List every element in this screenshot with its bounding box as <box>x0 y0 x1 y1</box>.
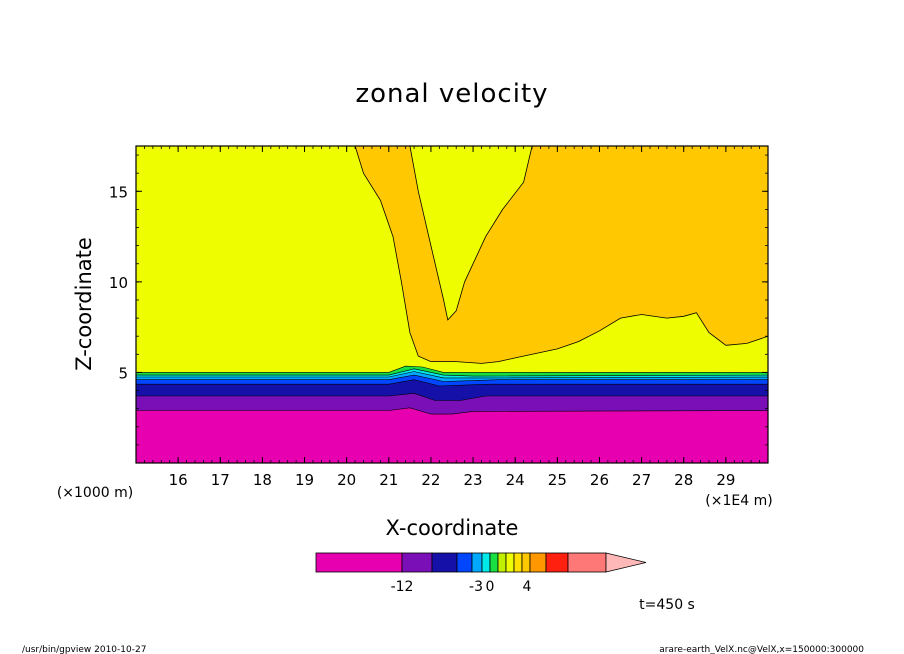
y-tick-label: 5 <box>118 364 128 382</box>
colorbar-tick-label: 4 <box>523 579 532 595</box>
colorbar-segment <box>545 552 569 573</box>
colorbar-segment <box>505 552 515 573</box>
x-tick-label: 23 <box>464 471 483 489</box>
colorbar-segment <box>315 552 403 573</box>
colorbar-segment <box>401 552 433 573</box>
y-axis-label: Z-coordinate <box>72 237 96 371</box>
contour-band-very-negative <box>136 407 768 463</box>
x-tick-label: 24 <box>506 471 525 489</box>
x-tick-label: 21 <box>379 471 398 489</box>
colorbar-arrow <box>605 552 647 573</box>
colorbar-tick-label: -12 <box>391 579 414 595</box>
contour-region-upper-plume <box>354 146 768 364</box>
time-label: t=450 s <box>639 597 695 613</box>
plot-area: 16 17 18 19 20 21 22 23 24 25 26 27 28 29 5 10 15 <box>109 145 769 489</box>
colorbar-segment <box>489 552 499 573</box>
colorbar-segment <box>481 552 491 573</box>
colorbar-segment <box>513 552 523 573</box>
chart-title: zonal velocity <box>355 79 548 109</box>
colorbar-segment <box>497 552 507 573</box>
x-tick-label: 28 <box>674 471 693 489</box>
x-axis-label: X-coordinate <box>386 516 519 540</box>
colorbar-segment <box>529 552 547 573</box>
colorbar-segment <box>567 552 607 573</box>
footer-left: /usr/bin/gpview 2010-10-27 <box>22 645 146 654</box>
x-tick-label: 27 <box>632 471 651 489</box>
y-tick-label: 10 <box>109 274 128 292</box>
y-tick-label: 15 <box>109 183 128 201</box>
y-axis-unit: (×1000 m) <box>57 485 133 501</box>
x-tick-label: 19 <box>295 471 314 489</box>
x-tick-label: 20 <box>337 471 356 489</box>
x-tick-label: 18 <box>253 471 272 489</box>
x-tick-label: 25 <box>548 471 567 489</box>
colorbar-segment <box>431 552 458 573</box>
colorbar-tick-label: 0 <box>486 579 495 595</box>
colorbar-segment <box>456 552 473 573</box>
x-tick-label: 26 <box>590 471 609 489</box>
x-tick-label: 22 <box>421 471 440 489</box>
colorbar-segment <box>471 552 483 573</box>
plot-frame <box>135 145 769 464</box>
footer-right: arare-earth_VelX.nc@VelX,x=150000:300000 <box>659 645 864 654</box>
x-axis-unit: (×1E4 m) <box>705 493 772 509</box>
colorbar: -12 -3 0 4 <box>315 552 647 595</box>
colorbar-tick-label: -3 <box>469 579 483 595</box>
colorbar-segment <box>521 552 531 573</box>
x-tick-label: 29 <box>716 471 735 489</box>
x-tick-label: 16 <box>169 471 188 489</box>
x-tick-label: 17 <box>211 471 230 489</box>
